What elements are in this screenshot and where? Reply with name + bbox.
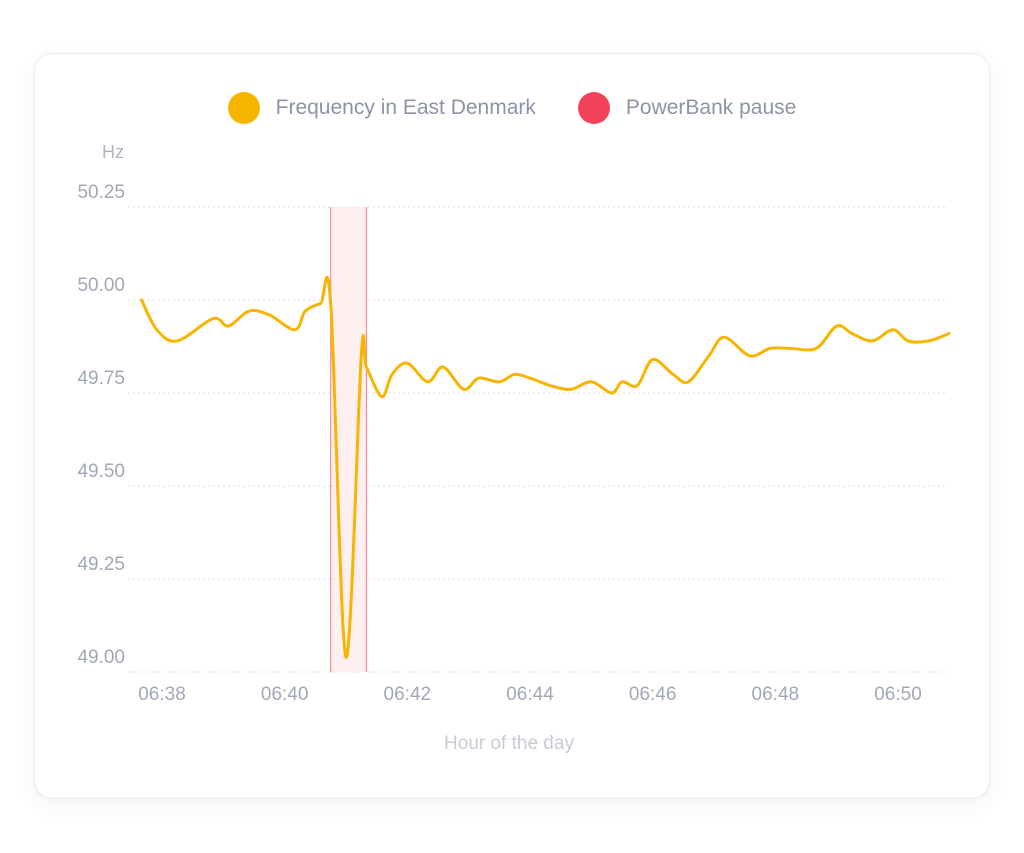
legend-label-frequency: Frequency in East Denmark — [275, 96, 536, 119]
x-tick-label: 06:40 — [261, 684, 309, 705]
x-tick-label: 06:46 — [629, 684, 677, 705]
y-tick-label: 50.25 — [77, 182, 125, 203]
series-group — [140, 275, 951, 659]
grid-lines — [128, 206, 946, 673]
x-tick-label: 06:50 — [874, 684, 922, 705]
y-tick-label: 49.00 — [77, 647, 125, 668]
chart-card — [34, 53, 990, 799]
legend-dot-pause — [577, 92, 610, 124]
x-axis-ticks: 06:38 06:40 06:42 06:44 06:46 06:48 06:50 — [138, 684, 922, 705]
x-tick-label: 06:38 — [138, 684, 186, 705]
x-tick-label: 06:48 — [752, 684, 800, 705]
x-tick-label: 06:42 — [384, 684, 432, 705]
y-tick-label: 49.75 — [77, 368, 125, 389]
series-line-frequency — [140, 275, 951, 659]
legend-dot-frequency — [227, 92, 260, 124]
y-tick-label: 49.25 — [77, 554, 125, 575]
legend-item-frequency[interactable]: Frequency in East Denmark — [227, 92, 536, 124]
legend-item-pause[interactable]: PowerBank pause — [577, 92, 797, 124]
legend-label-pause: PowerBank pause — [625, 96, 797, 119]
x-tick-label: 06:44 — [506, 684, 554, 705]
y-tick-label: 50.00 — [77, 275, 125, 296]
y-axis-ticks: 50.25 50.00 49.75 49.50 49.25 49.00 — [77, 182, 125, 668]
chart-legend: Frequency in East Denmark PowerBank paus… — [0, 92, 1024, 124]
y-tick-label: 49.50 — [77, 461, 125, 482]
x-axis-title: Hour of the day — [444, 733, 574, 754]
y-unit-label: Hz — [102, 142, 124, 162]
